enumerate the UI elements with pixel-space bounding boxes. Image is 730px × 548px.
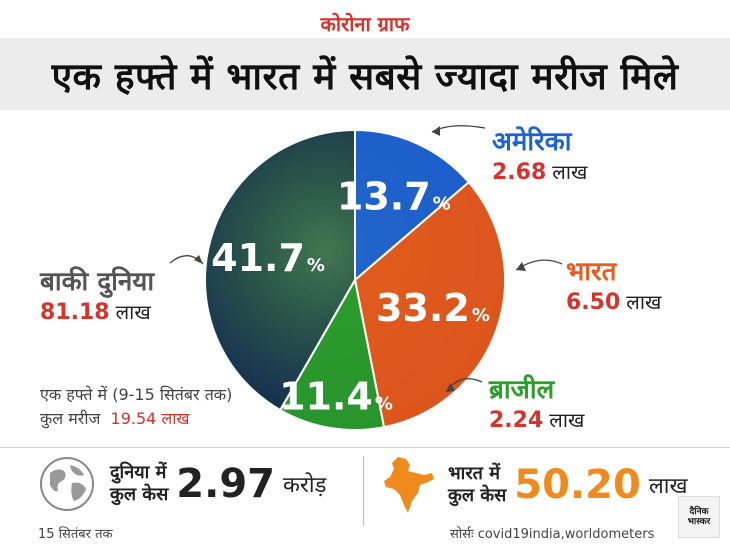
arrow-rest-head xyxy=(194,255,203,264)
label-india-value: 6.50 xyxy=(566,290,621,315)
stat-divider xyxy=(363,456,364,526)
label-rest-value: 81.18 xyxy=(40,300,110,325)
label-brazil: ब्राजील 2.24 लाख xyxy=(489,370,584,433)
pie-slice xyxy=(204,128,356,412)
label-brazil-name: ब्राजील xyxy=(489,375,555,405)
week-note-value: 19.54 लाख xyxy=(110,409,190,428)
footer-date: 15 सितंबर तक xyxy=(38,527,113,542)
slice-percent-label: 41.7% xyxy=(211,236,325,280)
label-brazil-unit: लाख xyxy=(549,408,585,432)
label-rest-name: बाकी दुनिया xyxy=(40,267,155,297)
slice-percent-label: 33.2% xyxy=(376,286,490,330)
slice-percent-label: 13.7% xyxy=(337,174,451,218)
slice-percent-label: 11.4% xyxy=(279,374,393,418)
label-rest: बाकी दुनिया 81.18 लाख xyxy=(40,262,154,325)
pie-slice xyxy=(278,277,386,431)
label-rest-unit: लाख xyxy=(115,300,151,324)
label-india-unit: लाख xyxy=(626,290,662,314)
label-usa: अमेरिका 2.68 लाख xyxy=(492,122,587,185)
globe-icon xyxy=(40,457,94,511)
india-stat-unit: लाख xyxy=(648,474,688,499)
india-stat: भारत में कुल केस 50.20 लाख xyxy=(380,455,687,515)
world-stat-value: 2.97 xyxy=(176,461,275,507)
label-brazil-value: 2.24 xyxy=(489,408,544,433)
footer-source: सोर्सः covid19india,worldometers xyxy=(450,527,655,542)
india-stat-line2: कुल केस xyxy=(448,485,507,506)
headline: एक हफ्ते में भारत में सबसे ज्यादा मरीज म… xyxy=(0,38,730,110)
week-note-line1: एक हफ्ते में (9-15 सितंबर तक) xyxy=(40,385,233,404)
arrow-brazil-head xyxy=(446,383,455,392)
india-stat-line1: भारत में xyxy=(448,463,500,484)
india-stat-value: 50.20 xyxy=(514,462,641,508)
label-india: भारत 6.50 लाख xyxy=(566,252,661,315)
week-note-prefix: कुल मरीज xyxy=(40,409,101,428)
bottom-divider xyxy=(0,447,730,448)
pie-slice xyxy=(354,128,471,283)
week-note: एक हफ्ते में (9-15 सितंबर तक) कुल मरीज 1… xyxy=(40,383,232,431)
label-india-name: भारत xyxy=(566,257,617,287)
india-map-icon xyxy=(384,457,434,513)
world-stat-unit: करोड़ xyxy=(283,473,327,498)
world-stat-line1: दुनिया में xyxy=(110,462,167,483)
brand-logo: दैनिक भास्कर xyxy=(678,496,720,538)
world-stat: दुनिया में कुल केस 2.97 करोड़ xyxy=(38,455,326,513)
world-stat-line2: कुल केस xyxy=(110,484,169,505)
label-usa-value: 2.68 xyxy=(492,160,547,185)
arrow-india-head xyxy=(516,262,526,271)
label-usa-unit: लाख xyxy=(552,160,588,184)
label-usa-name: अमेरिका xyxy=(492,127,572,157)
kicker-label: कोरोना ग्राफ xyxy=(320,12,410,36)
pie-slice xyxy=(353,180,506,429)
arrow-usa-head xyxy=(432,126,440,136)
